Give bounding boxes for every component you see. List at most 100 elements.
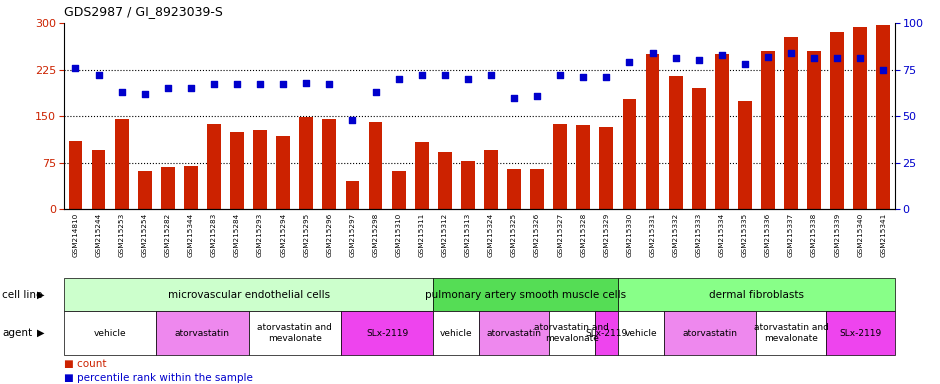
Bar bbox=[830, 32, 844, 209]
Point bbox=[437, 72, 452, 78]
Text: GSM215311: GSM215311 bbox=[418, 213, 425, 257]
Text: vehicle: vehicle bbox=[625, 329, 657, 338]
Text: atorvastatin and
mevalonate: atorvastatin and mevalonate bbox=[534, 323, 609, 343]
Text: GSM215330: GSM215330 bbox=[626, 213, 633, 257]
Bar bbox=[484, 150, 498, 209]
Bar bbox=[69, 141, 83, 209]
Text: GSM215325: GSM215325 bbox=[511, 213, 517, 257]
Bar bbox=[299, 118, 313, 209]
Text: GDS2987 / GI_8923039-S: GDS2987 / GI_8923039-S bbox=[64, 5, 223, 18]
Text: GSM215331: GSM215331 bbox=[650, 213, 655, 257]
Point bbox=[784, 50, 799, 56]
Bar bbox=[184, 166, 197, 209]
Point bbox=[391, 76, 406, 82]
Text: GSM215334: GSM215334 bbox=[719, 213, 725, 257]
Text: ■ percentile rank within the sample: ■ percentile rank within the sample bbox=[64, 372, 253, 383]
Point bbox=[760, 53, 776, 60]
Text: ▶: ▶ bbox=[37, 328, 44, 338]
Text: GSM215326: GSM215326 bbox=[534, 213, 540, 257]
Text: GSM215297: GSM215297 bbox=[350, 213, 355, 257]
Bar bbox=[230, 132, 244, 209]
Point bbox=[553, 72, 568, 78]
Point bbox=[207, 81, 222, 88]
Point bbox=[253, 81, 268, 88]
Bar bbox=[714, 54, 728, 209]
Text: GSM215335: GSM215335 bbox=[742, 213, 748, 257]
Point bbox=[714, 51, 729, 58]
Text: GSM215284: GSM215284 bbox=[234, 213, 240, 257]
Point bbox=[160, 85, 175, 91]
Point bbox=[345, 117, 360, 123]
Bar bbox=[415, 142, 429, 209]
Point bbox=[853, 55, 868, 61]
Bar bbox=[576, 125, 590, 209]
Bar bbox=[138, 171, 151, 209]
Text: GSM215337: GSM215337 bbox=[788, 213, 794, 257]
Bar bbox=[807, 51, 821, 209]
Bar bbox=[854, 27, 868, 209]
Text: atorvastatin: atorvastatin bbox=[487, 329, 541, 338]
Text: GSM215312: GSM215312 bbox=[442, 213, 447, 257]
Point bbox=[529, 93, 544, 99]
Bar bbox=[91, 150, 105, 209]
Bar bbox=[346, 181, 359, 209]
Text: GSM215282: GSM215282 bbox=[164, 213, 171, 257]
Text: vehicle: vehicle bbox=[440, 329, 473, 338]
Bar bbox=[554, 124, 567, 209]
Bar bbox=[438, 152, 452, 209]
Bar bbox=[738, 101, 752, 209]
Bar bbox=[368, 122, 383, 209]
Point bbox=[830, 55, 845, 61]
Point bbox=[137, 91, 152, 97]
Text: GSM215344: GSM215344 bbox=[188, 213, 194, 257]
Bar bbox=[600, 127, 613, 209]
Point bbox=[68, 65, 83, 71]
Text: GSM215339: GSM215339 bbox=[834, 213, 840, 257]
Bar bbox=[276, 136, 290, 209]
Point bbox=[183, 85, 198, 91]
Text: GSM214810: GSM214810 bbox=[72, 213, 78, 257]
Bar bbox=[207, 124, 221, 209]
Text: SLx-2119: SLx-2119 bbox=[839, 329, 882, 338]
Point bbox=[91, 72, 106, 78]
Point bbox=[876, 66, 891, 73]
Text: GSM215333: GSM215333 bbox=[696, 213, 701, 257]
Text: agent: agent bbox=[2, 328, 32, 338]
Bar bbox=[507, 169, 521, 209]
Text: GSM215328: GSM215328 bbox=[580, 213, 587, 257]
Bar bbox=[668, 76, 682, 209]
Bar bbox=[622, 99, 636, 209]
Point bbox=[368, 89, 384, 95]
Text: microvascular endothelial cells: microvascular endothelial cells bbox=[167, 290, 330, 300]
Text: SLx-2119: SLx-2119 bbox=[586, 329, 628, 338]
Text: ▶: ▶ bbox=[37, 290, 44, 300]
Text: atorvastatin and
mevalonate: atorvastatin and mevalonate bbox=[754, 323, 828, 343]
Text: GSM215327: GSM215327 bbox=[557, 213, 563, 257]
Text: GSM215294: GSM215294 bbox=[280, 213, 286, 257]
Text: ■ count: ■ count bbox=[64, 359, 106, 369]
Point bbox=[575, 74, 590, 80]
Text: GSM215283: GSM215283 bbox=[211, 213, 217, 257]
Point bbox=[691, 57, 706, 63]
Bar bbox=[392, 171, 405, 209]
Text: GSM215313: GSM215313 bbox=[465, 213, 471, 257]
Bar bbox=[876, 25, 890, 209]
Point bbox=[461, 76, 476, 82]
Bar bbox=[461, 161, 475, 209]
Text: GSM215324: GSM215324 bbox=[488, 213, 494, 257]
Point bbox=[645, 50, 660, 56]
Bar bbox=[530, 169, 544, 209]
Text: GSM215329: GSM215329 bbox=[603, 213, 609, 257]
Bar bbox=[784, 37, 798, 209]
Text: pulmonary artery smooth muscle cells: pulmonary artery smooth muscle cells bbox=[425, 290, 626, 300]
Point bbox=[229, 81, 244, 88]
Bar bbox=[761, 51, 775, 209]
Point bbox=[114, 89, 129, 95]
Text: GSM215341: GSM215341 bbox=[881, 213, 886, 257]
Text: GSM215310: GSM215310 bbox=[396, 213, 401, 257]
Point bbox=[807, 55, 822, 61]
Point bbox=[321, 81, 337, 88]
Bar bbox=[115, 119, 129, 209]
Point bbox=[737, 61, 752, 67]
Text: SLx-2119: SLx-2119 bbox=[366, 329, 408, 338]
